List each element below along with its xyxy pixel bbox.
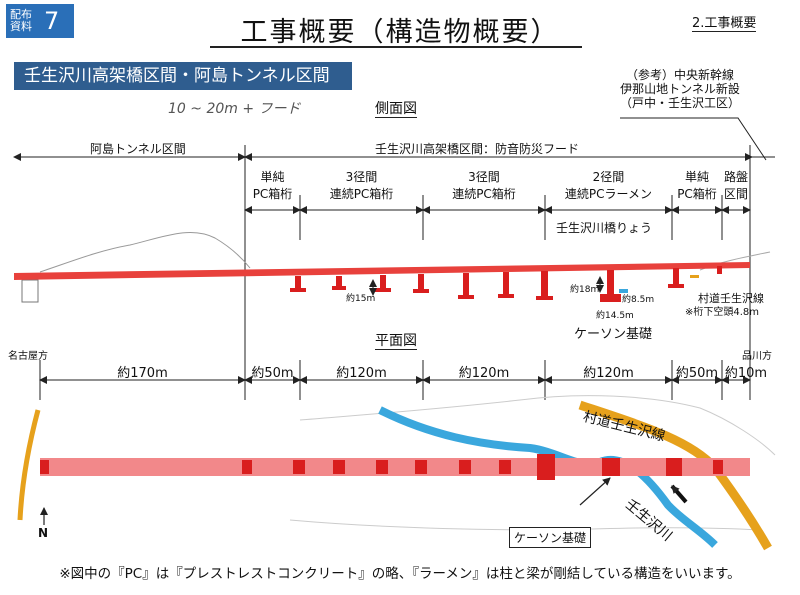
terrain-profile [39,231,251,273]
length-label-1: 約170m [117,366,168,381]
structure-6-line1: 路盤 [723,170,748,184]
tunnel-portal [21,279,39,303]
length-label-3: 約120m [336,366,387,381]
caisson-label-side: ケーソン基礎 [574,327,653,342]
structure-6-line2: 区間 [723,187,748,201]
road-label-side: 村道壬生沢線 [698,292,764,305]
reference-line-2: 伊那山地トンネル新設 [620,82,740,96]
structure-label-1: 単純 PC箱桁 [245,168,300,202]
structure-1-line1: 単純 [260,170,285,184]
structure-5-line2: PC箱桁 [677,187,717,201]
structure-1-line2: PC箱桁 [252,187,293,201]
road-left [17,409,41,521]
river-flow-arrow [670,484,688,504]
badge-label-1: 配布 [10,8,32,21]
footnote: ※図中の『PC』は『プレストレストコンクリート』の略、『ラーメン』は柱と梁が剛結… [59,566,741,582]
north-label: N [38,526,49,540]
section-banner: 壬生沢川高架橋区間・阿島トンネル区間 [14,62,352,90]
structure-5-line1: 単純 [684,170,709,184]
height-18-label: 約18m [570,285,600,295]
section-dividers [39,145,751,400]
reference-note: （参考）中央新幹線 伊那山地トンネル新設 （戸中・壬生沢工区） [600,68,760,110]
clearance-note: ※桁下空頭4.8m [685,307,760,318]
diameter-145-label: 約14.5m [596,311,634,321]
plan-piers [40,454,723,480]
height-15-label: 約15m [346,294,376,304]
reference-leader [620,117,767,161]
handwritten-note: 10 ~ 20m + フード [168,101,301,117]
chapter-label: 2.工事概要 [692,12,757,32]
structure-label-3: 3径間連続PC箱桁 [423,168,545,202]
length-label-2: 約50m [251,366,294,381]
structure-2-line2: 連続PC箱桁 [329,187,394,201]
length-label-4: 約120m [458,366,510,381]
structure-3-line2: 連続PC箱桁 [452,187,516,201]
viaduct-deck [14,262,750,280]
river-mark-side [619,289,628,293]
structure-label-5: 単純 PC箱桁 [672,168,722,202]
road-mark-side [690,275,699,278]
plan-view-heading: 平面図 [375,333,417,350]
caisson-leader [579,477,611,506]
tunnel-section-label: 阿島トンネル区間 [90,142,186,156]
page-title: 工事概要（構造物概要） [240,17,560,48]
structure-label-4: 2径間連続PCラーメン [545,168,672,202]
viaduct-section-label: 壬生沢川高架橋区間：防音防災フード [375,142,580,156]
badge-number: 7 [44,7,60,35]
structure-3-line1: 3径間 [468,170,500,184]
length-label-6: 約50m [675,366,719,381]
bridge-name: 壬生沢川橋りょう [556,221,653,235]
viaduct-plan-band [40,458,750,476]
shinagawa-direction: 品川方 [742,351,772,362]
handout-badge: 配布 資料 7 [6,4,74,38]
title-underline [210,46,582,48]
caisson-label-plan: ケーソン基礎 [509,527,592,548]
structure-2-line1: 3径間 [345,170,378,184]
structure-label-2: 3径間連続PC箱桁 [300,168,423,202]
nagoya-direction: 名古屋方 [8,351,48,362]
diameter-85-label: 約8.5m [622,295,655,305]
length-label-7: 約10m [724,366,768,381]
structure-4-line2: 連続PCラーメン [564,187,653,201]
length-label-5: 約120m [583,366,634,381]
side-view-heading: 側面図 [375,101,417,118]
badge-label-2: 資料 [10,20,32,33]
reference-line-3: （戸中・壬生沢工区） [619,96,740,110]
viaduct-piers [290,266,722,302]
structure-4-line1: 2径間 [592,170,625,184]
reference-line-1: （参考）中央新幹線 [625,68,734,82]
structure-label-6: 路盤 区間 [722,168,750,202]
